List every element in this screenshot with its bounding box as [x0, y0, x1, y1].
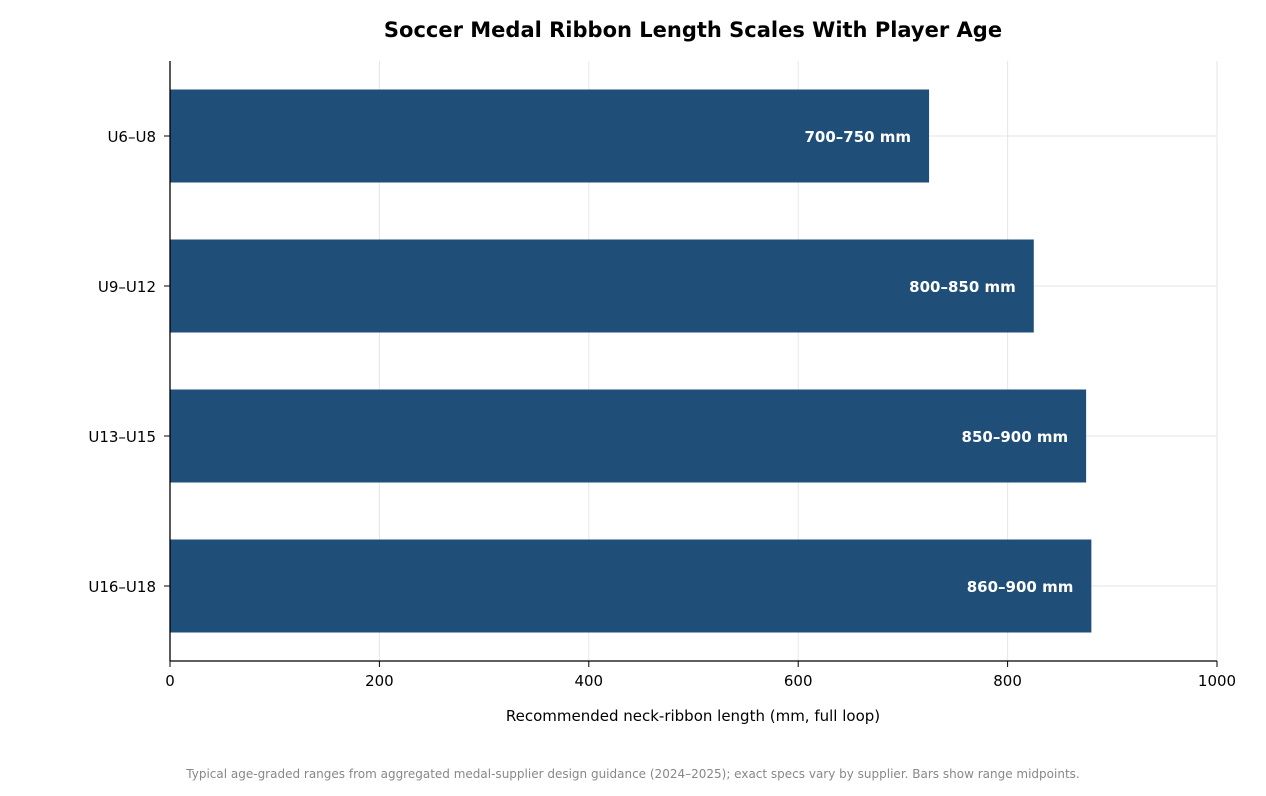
x-tick-label: 200	[365, 672, 394, 690]
y-tick-label: U6–U8	[107, 128, 156, 146]
chart-title: Soccer Medal Ribbon Length Scales With P…	[384, 18, 1002, 42]
y-tick-label: U13–U15	[88, 428, 156, 446]
x-tick-label: 1000	[1198, 672, 1236, 690]
y-tick-label: U16–U18	[88, 578, 156, 596]
x-tick-label: 800	[993, 672, 1022, 690]
x-tick-label: 400	[574, 672, 603, 690]
x-axis-label: Recommended neck-ribbon length (mm, full…	[506, 707, 880, 725]
bar	[170, 239, 1034, 333]
y-tick-label: U9–U12	[98, 278, 156, 296]
bars: 700–750 mm 800–850 mm 850–900 mm 860–900 mm	[170, 89, 1092, 633]
bar-data-label: 850–900 mm	[962, 428, 1069, 446]
x-tick-label: 0	[165, 672, 175, 690]
bar-data-label: 800–850 mm	[909, 278, 1016, 296]
tick-labels: 0 200 400 600 800 1000 U6–U8 U9–U12 U13–U15 U16–U…	[88, 128, 1236, 690]
bar	[170, 89, 930, 183]
bar-data-label: 860–900 mm	[967, 578, 1074, 596]
bar-data-label: 700–750 mm	[804, 128, 911, 146]
x-tick-label: 600	[784, 672, 813, 690]
footnote: Typical age-graded ranges from aggregate…	[185, 767, 1079, 781]
bar	[170, 389, 1087, 483]
axes	[164, 61, 1218, 667]
bar	[170, 539, 1092, 633]
